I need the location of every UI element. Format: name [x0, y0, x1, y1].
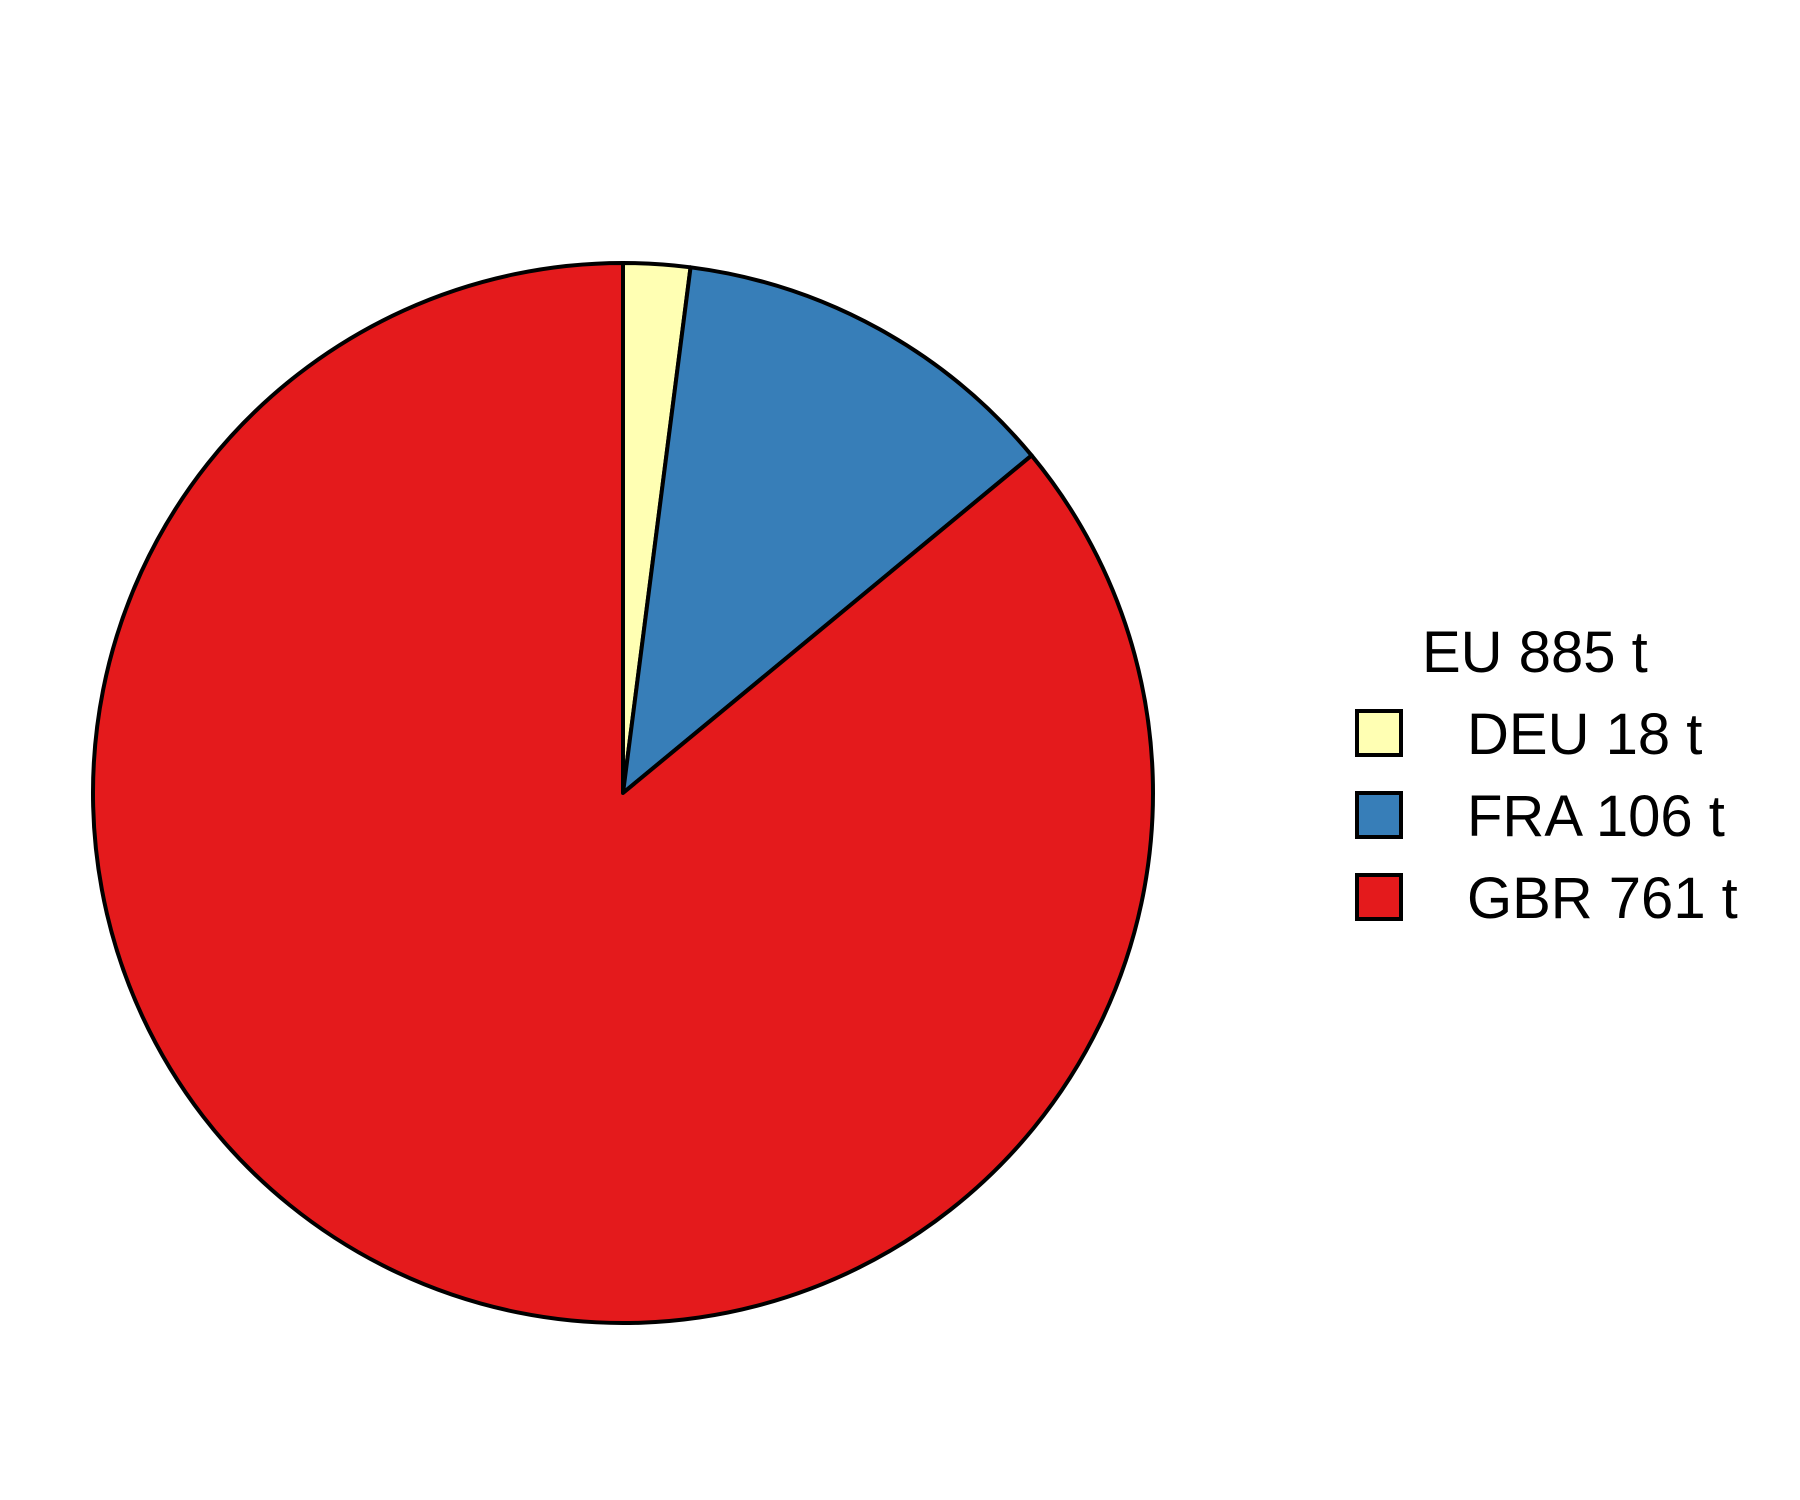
legend-swatch-deu [1355, 709, 1403, 757]
pie-slices [91, 261, 1155, 1325]
legend: EU 885 t DEU 18 t FRA 106 t GBR 761 t [1355, 620, 1738, 931]
legend-title: EU 885 t [1422, 620, 1648, 685]
legend-swatch-fra [1355, 791, 1403, 839]
pie-slice-gbr [91, 261, 1155, 1325]
legend-label-gbr: GBR 761 t [1467, 866, 1738, 931]
legend-swatch-gbr [1355, 873, 1403, 921]
legend-label-deu: DEU 18 t [1467, 702, 1702, 767]
legend-items: DEU 18 t FRA 106 t GBR 761 t [1355, 702, 1738, 931]
pie-slice-fra [621, 265, 1034, 795]
legend-label-fra: FRA 106 t [1467, 784, 1725, 849]
